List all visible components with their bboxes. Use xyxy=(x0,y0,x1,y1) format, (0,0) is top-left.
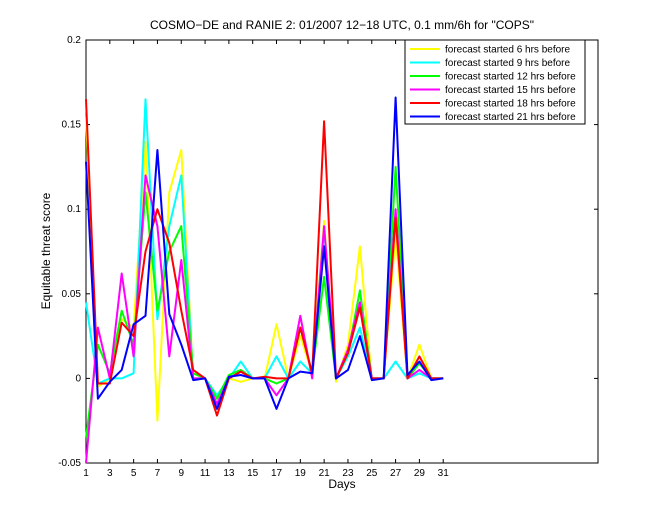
y-tick-label: -0.05 xyxy=(58,458,81,469)
x-tick-label: 1 xyxy=(83,468,89,479)
x-tick-label: 31 xyxy=(438,468,450,479)
series-line-6 xyxy=(85,96,444,410)
x-tick-label: 29 xyxy=(414,468,426,479)
series-lines xyxy=(85,96,444,464)
x-tick-label: 25 xyxy=(366,468,378,479)
y-tick-label: 0.15 xyxy=(62,120,82,131)
y-tick-label: 0 xyxy=(75,373,81,384)
x-tick-label: 5 xyxy=(131,468,137,479)
chart-title: COSMO−DE and RANIE 2: 01/2007 12−18 UTC,… xyxy=(150,18,534,32)
x-tick-label: 3 xyxy=(107,468,113,479)
x-tick-label: 23 xyxy=(342,468,354,479)
legend: forecast started 6 hrs before forecast st… xyxy=(404,39,586,125)
y-axis-label: Equitable threat score xyxy=(39,192,53,309)
legend-label: forecast started 15 hrs before xyxy=(445,85,576,96)
legend-label: forecast started 9 hrs before xyxy=(445,58,571,69)
y-tick-label: 0.05 xyxy=(62,289,82,300)
x-axis-label: Days xyxy=(328,477,355,491)
x-tick-label: 9 xyxy=(178,468,184,479)
legend-box xyxy=(404,39,586,125)
x-tick-label: 27 xyxy=(390,468,402,479)
x-axis-ticks: 1 3 5 7 9 11 13 15 17 19 21 23 25 27 29 31 xyxy=(83,40,449,479)
x-tick-label: 19 xyxy=(295,468,307,479)
legend-label: forecast started 6 hrs before xyxy=(445,45,571,56)
x-tick-label: 11 xyxy=(200,468,211,479)
x-tick-label: 13 xyxy=(223,468,235,479)
legend-label: forecast started 12 hrs before xyxy=(445,72,576,83)
x-tick-label: 21 xyxy=(319,468,331,479)
legend-label: forecast started 21 hrs before xyxy=(445,112,576,123)
x-tick-label: 15 xyxy=(247,468,259,479)
y-tick-label: 0.1 xyxy=(67,204,81,215)
x-tick-label: 17 xyxy=(271,468,283,479)
y-axis-ticks: -0.05 0 0.05 0.1 0.15 0.2 xyxy=(58,35,598,469)
legend-label: forecast started 18 hrs before xyxy=(445,99,576,110)
y-tick-label: 0.2 xyxy=(67,35,81,46)
x-tick-label: 7 xyxy=(155,468,161,479)
